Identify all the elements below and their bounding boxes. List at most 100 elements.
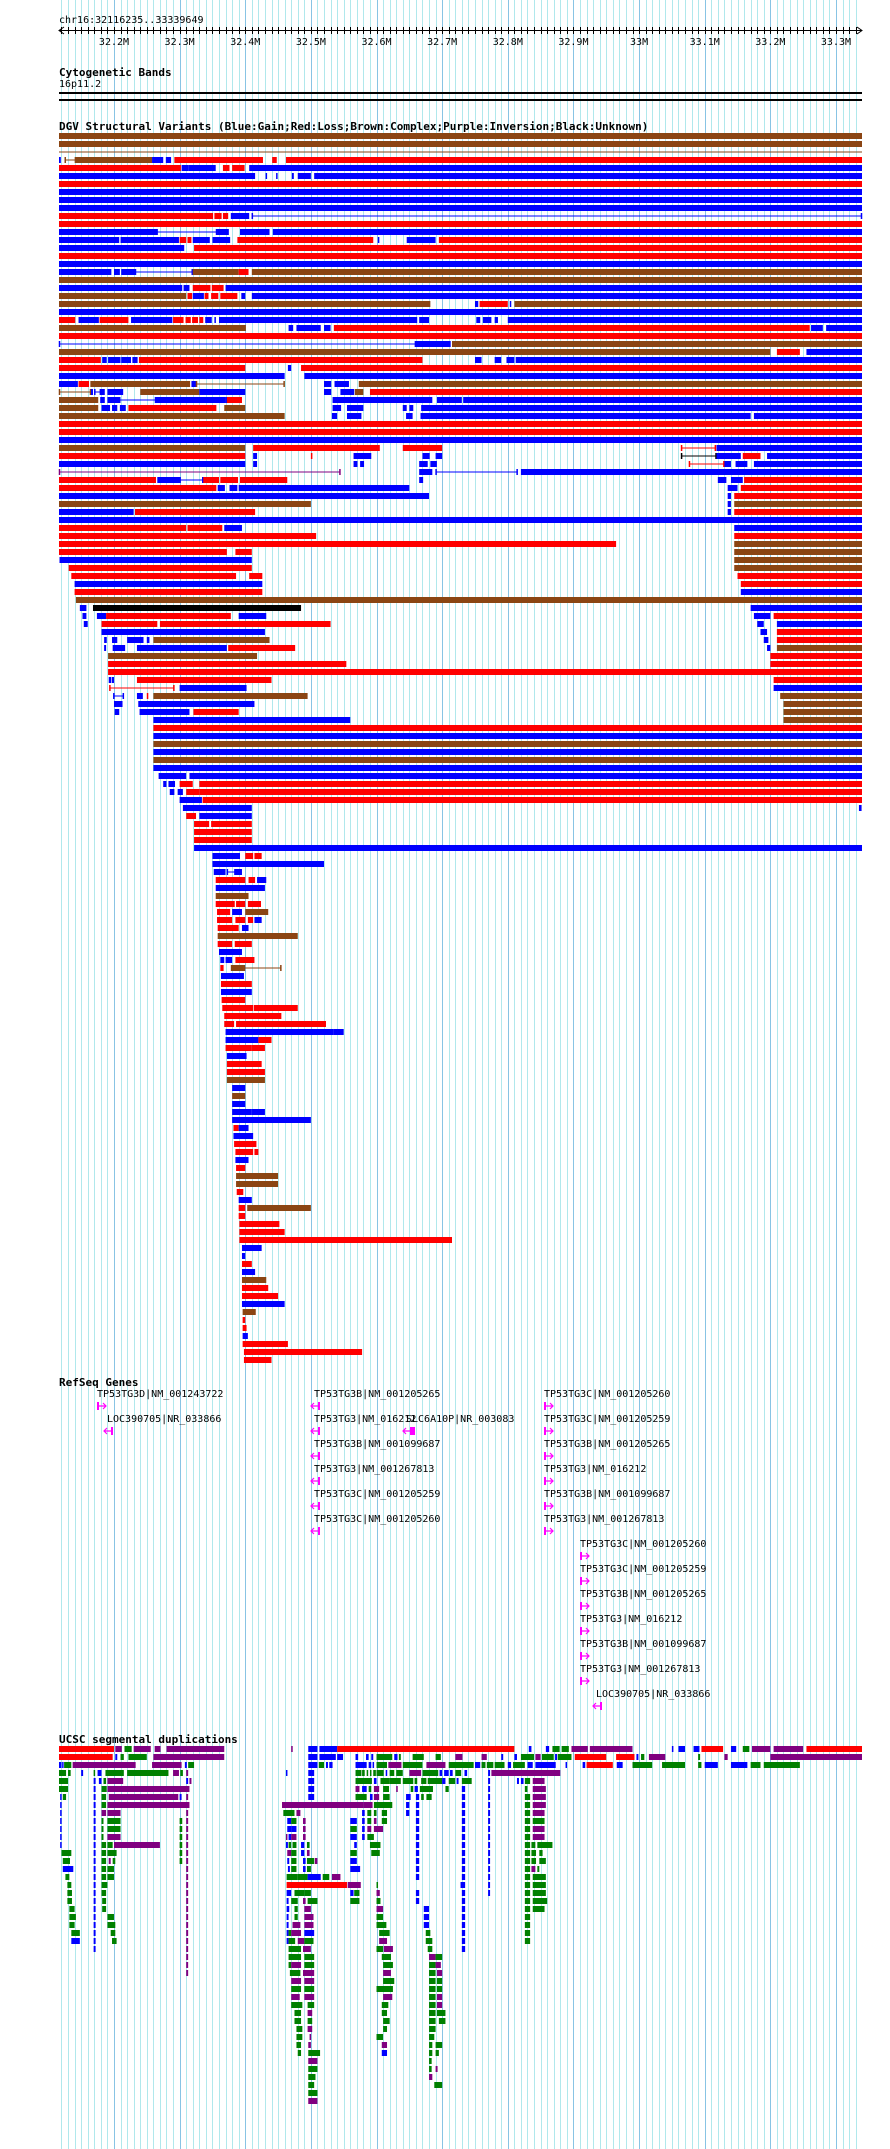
segdup-feature[interactable] — [481, 1762, 486, 1768]
gene-label[interactable]: TP53TG3|NM_016212 — [544, 1464, 647, 1475]
dgv-feature[interactable] — [220, 989, 252, 995]
segdup-feature[interactable] — [461, 1786, 466, 1792]
segdup-feature[interactable] — [770, 1754, 862, 1760]
segdup-feature[interactable] — [557, 1754, 572, 1760]
segdup-feature[interactable] — [426, 1794, 432, 1800]
gene-label[interactable]: TP53TG3B|NM_001099687 — [580, 1639, 707, 1650]
dgv-feature[interactable] — [333, 325, 810, 331]
segdup-feature[interactable] — [427, 1946, 433, 1952]
segdup-feature[interactable] — [308, 1754, 318, 1760]
segdup-feature[interactable] — [507, 1762, 512, 1768]
dgv-feature[interactable] — [241, 1261, 252, 1267]
dgv-feature[interactable] — [301, 365, 862, 371]
dgv-feature[interactable] — [296, 325, 321, 331]
dgv-feature[interactable] — [134, 509, 256, 515]
segdup-feature[interactable] — [461, 1802, 466, 1808]
segdup-feature[interactable] — [434, 2082, 443, 2088]
segdup-feature[interactable] — [308, 1778, 315, 1784]
segdup-feature[interactable] — [319, 1754, 336, 1760]
segdup-feature[interactable] — [325, 1762, 328, 1768]
segdup-feature[interactable] — [373, 1794, 380, 1800]
segdup-feature[interactable] — [532, 1786, 546, 1792]
dgv-feature[interactable] — [734, 509, 862, 515]
dgv-feature[interactable] — [100, 389, 105, 395]
segdup-feature[interactable] — [288, 1954, 302, 1960]
segdup-feature[interactable] — [376, 1762, 388, 1768]
dgv-feature[interactable] — [174, 157, 263, 163]
dgv-feature[interactable] — [112, 405, 118, 411]
segdup-feature[interactable] — [461, 1794, 466, 1800]
dgv-feature[interactable] — [102, 357, 107, 363]
dgv-feature[interactable] — [276, 173, 278, 179]
segdup-feature[interactable] — [415, 1826, 420, 1832]
segdup-feature[interactable] — [532, 1826, 545, 1832]
dgv-feature[interactable] — [225, 1029, 334, 1035]
segdup-feature[interactable] — [347, 1882, 361, 1888]
segdup-feature[interactable] — [297, 1874, 308, 1880]
dgv-feature[interactable] — [767, 453, 862, 459]
dgv-feature[interactable] — [215, 893, 249, 899]
dgv-feature[interactable] — [59, 229, 157, 235]
dgv-feature[interactable] — [199, 813, 252, 819]
segdup-feature[interactable] — [304, 1978, 315, 1984]
segdup-feature[interactable] — [93, 1794, 96, 1800]
dgv-feature[interactable] — [241, 1301, 285, 1307]
segdup-feature[interactable] — [376, 1802, 393, 1808]
segdup-feature[interactable] — [288, 1946, 302, 1952]
gene-label[interactable]: TP53TG3|NM_001267813 — [580, 1664, 701, 1675]
segdup-feature[interactable] — [362, 1826, 365, 1832]
segdup-feature[interactable] — [539, 1858, 546, 1864]
dgv-feature[interactable] — [435, 453, 443, 459]
dgv-feature[interactable] — [377, 237, 380, 243]
segdup-feature[interactable] — [531, 1850, 537, 1856]
segdup-feature[interactable] — [350, 1858, 357, 1864]
segdup-feature[interactable] — [379, 1938, 388, 1944]
segdup-feature[interactable] — [186, 1842, 189, 1848]
dgv-feature[interactable] — [507, 317, 862, 323]
segdup-feature[interactable] — [294, 1914, 298, 1920]
segdup-feature[interactable] — [71, 1930, 80, 1936]
segdup-feature[interactable] — [488, 1834, 491, 1840]
segdup-feature[interactable] — [481, 1754, 487, 1760]
dgv-feature[interactable] — [59, 405, 99, 411]
segdup-feature[interactable] — [450, 1770, 453, 1776]
dgv-feature[interactable] — [770, 661, 862, 667]
segdup-feature[interactable] — [186, 1834, 189, 1840]
segdup-feature[interactable] — [429, 1986, 436, 1992]
segdup-feature[interactable] — [532, 1802, 546, 1808]
dgv-feature[interactable] — [59, 365, 246, 371]
segdup-feature[interactable] — [436, 2002, 443, 2008]
dgv-feature[interactable] — [783, 701, 862, 707]
segdup-feature[interactable] — [308, 2058, 318, 2064]
dgv-feature[interactable] — [224, 1021, 235, 1027]
dgv-feature[interactable] — [248, 877, 256, 883]
segdup-feature[interactable] — [337, 1746, 515, 1752]
segdup-feature[interactable] — [69, 1906, 75, 1912]
dgv-feature[interactable] — [324, 389, 332, 395]
segdup-feature[interactable] — [93, 1834, 96, 1840]
segdup-feature[interactable] — [698, 1754, 701, 1760]
segdup-feature[interactable] — [60, 1802, 62, 1808]
dgv-feature[interactable] — [241, 1277, 267, 1283]
dgv-feature[interactable] — [153, 765, 863, 771]
segdup-feature[interactable] — [350, 1898, 360, 1904]
dgv-feature[interactable] — [226, 1077, 265, 1083]
dgv-feature[interactable] — [59, 421, 862, 427]
segdup-feature[interactable] — [188, 1762, 195, 1768]
segdup-feature[interactable] — [350, 1866, 361, 1872]
segdup-feature[interactable] — [461, 1850, 466, 1856]
dgv-feature[interactable] — [232, 1085, 246, 1091]
segdup-feature[interactable] — [289, 1970, 301, 1976]
segdup-feature[interactable] — [283, 1810, 295, 1816]
dgv-feature[interactable] — [140, 389, 200, 395]
gene-label[interactable]: TP53TG3C|NM_001205259 — [580, 1564, 707, 1575]
segdup-feature[interactable] — [398, 1754, 401, 1760]
dgv-feature[interactable] — [776, 637, 862, 643]
dgv-feature[interactable] — [333, 1029, 344, 1035]
segdup-feature[interactable] — [535, 1762, 556, 1768]
segdup-feature[interactable] — [381, 2010, 388, 2016]
dgv-feature[interactable] — [185, 317, 191, 323]
segdup-feature[interactable] — [648, 1754, 666, 1760]
segdup-feature[interactable] — [376, 1906, 384, 1912]
dgv-feature[interactable] — [226, 1069, 265, 1075]
